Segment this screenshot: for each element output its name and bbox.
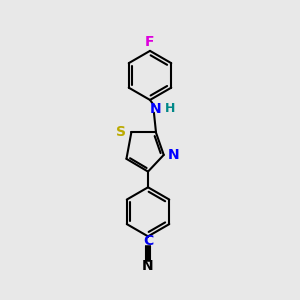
Text: C: C xyxy=(143,234,153,248)
Text: H: H xyxy=(164,102,175,115)
Text: F: F xyxy=(145,35,155,49)
Text: N: N xyxy=(168,148,180,162)
Text: S: S xyxy=(116,125,126,139)
Text: N: N xyxy=(150,102,162,116)
Text: N: N xyxy=(142,259,154,273)
